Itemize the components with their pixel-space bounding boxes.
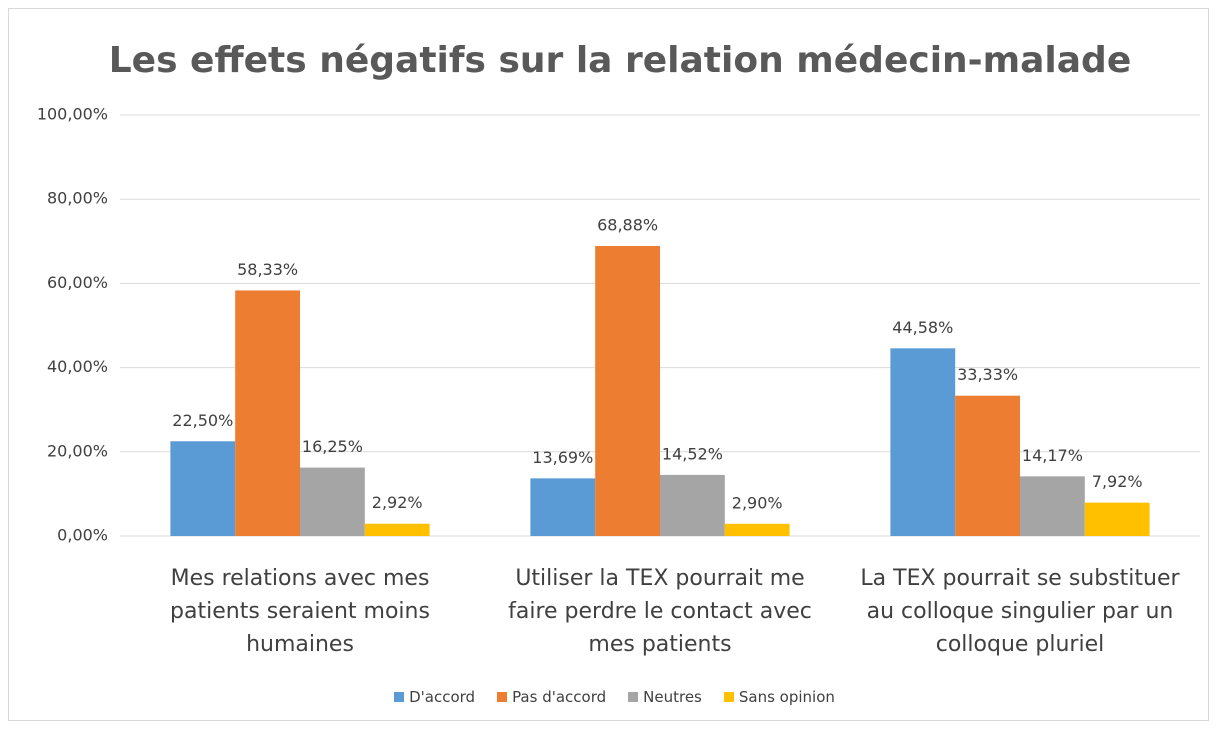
bar <box>595 246 660 536</box>
legend-label: Sans opinion <box>738 688 835 706</box>
legend-item: Pas d'accord <box>497 688 606 706</box>
data-label: 13,69% <box>532 448 593 467</box>
x-tick-label: Mes relations avec mes patients seraient… <box>170 566 430 657</box>
bar <box>364 523 430 536</box>
data-label: 2,92% <box>372 493 423 512</box>
x-tick-label: La TEX pourrait se substituer au colloqu… <box>860 566 1180 657</box>
data-label: 2,90% <box>732 493 783 512</box>
y-tick-label: 20,00% <box>47 441 108 460</box>
chart-title: Les effets négatifs sur la relation méde… <box>109 40 1132 81</box>
legend-swatch <box>723 692 734 702</box>
legend-swatch <box>628 692 639 702</box>
legend-label: Pas d'accord <box>512 688 607 706</box>
y-tick-label: 80,00% <box>47 189 108 208</box>
bar <box>170 441 236 536</box>
legend-item: D'accord <box>394 688 475 706</box>
y-tick-label: 100,00% <box>37 105 108 124</box>
legend: D'accord Pas d'accord Neutres Sans opinion <box>0 688 1229 706</box>
data-label: 14,52% <box>662 444 723 463</box>
data-label: 14,17% <box>1022 446 1083 465</box>
bar <box>1020 476 1085 536</box>
x-tick-label: Utiliser la TEX pourrait me faire perdre… <box>508 566 812 657</box>
data-label: 68,88% <box>597 216 658 235</box>
data-label: 33,33% <box>957 365 1018 384</box>
bar <box>1084 502 1150 536</box>
bar <box>955 395 1020 536</box>
data-label: 16,25% <box>302 437 363 456</box>
chart-border <box>8 8 1209 721</box>
y-tick-label: 40,00% <box>47 357 108 376</box>
bar <box>724 523 790 536</box>
y-tick-label: 0,00% <box>57 526 108 545</box>
legend-item: Neutres <box>628 688 702 706</box>
data-label: 22,50% <box>172 411 233 430</box>
data-label: 7,92% <box>1092 472 1143 491</box>
y-tick-label: 60,00% <box>47 273 108 292</box>
data-label: 58,33% <box>237 260 298 279</box>
legend-item: Sans opinion <box>723 688 835 706</box>
bar <box>300 467 365 536</box>
bar <box>235 290 300 536</box>
legend-swatch <box>394 692 405 702</box>
bar <box>530 478 596 536</box>
legend-swatch <box>497 692 508 702</box>
legend-label: D'accord <box>409 688 476 706</box>
bar <box>890 348 956 536</box>
bar <box>660 474 725 536</box>
legend-label: Neutres <box>643 688 702 706</box>
data-label: 44,58% <box>892 318 953 337</box>
